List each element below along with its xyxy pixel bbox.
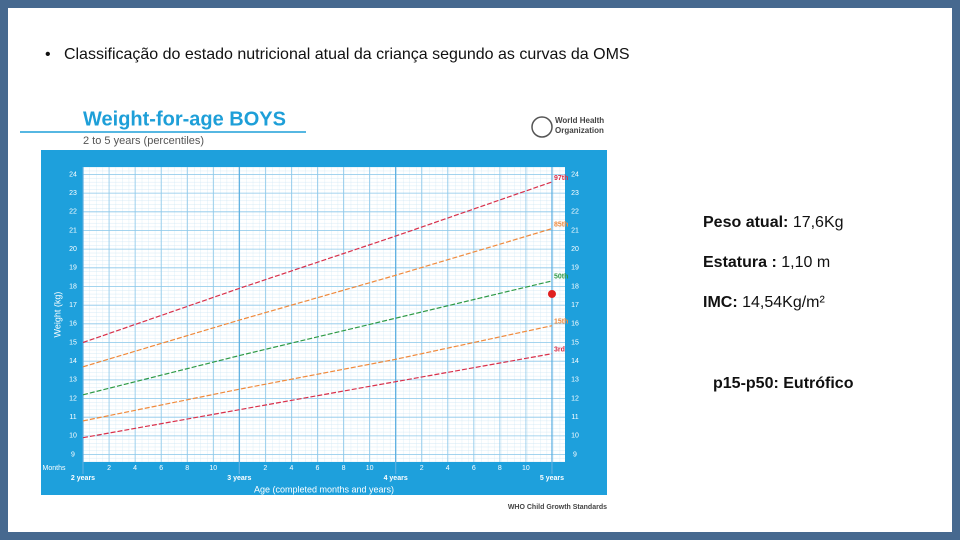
year-label: 5 years	[540, 475, 564, 482]
minor-grid	[83, 167, 565, 462]
chart-subtitle: 2 to 5 years (percentiles)	[83, 135, 204, 147]
classification: p15-p50: Eutrófico	[713, 375, 854, 392]
y-tick-label: 10	[571, 433, 579, 440]
y-tick-label: 23	[69, 190, 77, 197]
y-tick-label: 18	[69, 283, 77, 290]
y-tick-label: 24	[69, 171, 77, 178]
chart: Weight-for-age BOYS 2 to 5 years (percent…	[20, 108, 607, 511]
percentile-label: 97th	[554, 175, 568, 182]
info-2: IMC: 14,54Kg/m²	[703, 294, 825, 312]
logo-text: World Health	[555, 116, 604, 125]
year-label: 4 years	[384, 475, 408, 482]
x-tick-label: 2	[263, 465, 267, 472]
x-tick-label: 4	[133, 465, 137, 472]
x-tick-label: 10	[522, 465, 530, 472]
x-axis-label: Age (completed months and years)	[254, 484, 394, 494]
info-label: Peso atual:	[703, 214, 789, 231]
y-tick-label: 17	[571, 302, 579, 309]
y-tick-label: 15	[69, 339, 77, 346]
months-label: Months	[43, 465, 66, 472]
percentile-label: 85th	[554, 221, 568, 228]
y-tick-label: 12	[69, 395, 77, 402]
y-tick-label: 22	[69, 209, 77, 216]
x-tick-label: 2	[107, 465, 111, 472]
percentile-curve	[82, 280, 553, 396]
y-tick-label: 9	[71, 451, 75, 458]
x-tick-label: 8	[342, 465, 346, 472]
y-tick-label: 13	[571, 377, 579, 384]
info-value: 14,54Kg/m²	[742, 294, 825, 311]
y-tick-label: 13	[69, 377, 77, 384]
x-tick-label: 8	[498, 465, 502, 472]
y-tick-label: 16	[69, 321, 77, 328]
y-tick-label: 20	[571, 246, 579, 253]
info-value: 1,10 m	[781, 254, 831, 271]
year-label: 3 years	[227, 475, 251, 482]
bullet-text: Classificação do estado nutricional atua…	[63, 46, 630, 63]
percentile-label: 50th	[554, 274, 568, 281]
y-tick-label: 14	[69, 358, 77, 365]
x-tick-label: 4	[446, 465, 450, 472]
y-tick-label: 14	[571, 358, 579, 365]
info-label: IMC:	[703, 294, 738, 311]
y-tick-label: 11	[571, 414, 578, 421]
y-tick-label: 11	[69, 414, 76, 421]
info-0: Peso atual: 17,6Kg	[703, 214, 844, 232]
y-axis-label: Weight (kg)	[52, 292, 62, 338]
y-tick-label: 20	[69, 246, 77, 253]
y-tick-label: 19	[69, 265, 77, 272]
y-tick-label: 17	[69, 302, 77, 309]
source: WHO Child Growth Standards	[508, 504, 607, 511]
logo-icon	[531, 116, 553, 138]
patient-point	[547, 289, 556, 298]
y-tick-label: 18	[571, 283, 579, 290]
y-tick-label: 9	[573, 451, 577, 458]
percentile-curve	[82, 181, 553, 344]
info-label: Estatura :	[703, 254, 777, 271]
y-tick-label: 21	[69, 227, 77, 234]
y-tick-label: 16	[571, 321, 579, 328]
percentile-label: 3rd	[554, 347, 565, 354]
x-tick-label: 8	[185, 465, 189, 472]
x-tick-label: 10	[366, 465, 374, 472]
year-label: 2 years	[71, 475, 95, 482]
y-tick-label: 24	[571, 171, 579, 178]
y-tick-label: 22	[571, 209, 579, 216]
y-tick-label: 10	[69, 433, 77, 440]
y-tick-label: 15	[571, 339, 579, 346]
x-tick-label: 6	[316, 465, 320, 472]
x-tick-label: 6	[159, 465, 163, 472]
x-tick-label: 10	[209, 465, 217, 472]
y-tick-label: 23	[571, 190, 579, 197]
percentile-curve	[82, 325, 553, 422]
percentile-curve	[82, 353, 553, 439]
x-tick-label: 6	[472, 465, 476, 472]
y-tick-label: 21	[571, 227, 579, 234]
percentile-curve	[82, 228, 553, 368]
logo-text: Organization	[555, 126, 604, 135]
info-value: 17,6Kg	[792, 214, 844, 231]
percentile-label: 15th	[554, 319, 568, 326]
y-tick-label: 12	[571, 395, 579, 402]
x-tick-label: 4	[289, 465, 293, 472]
info-1: Estatura : 1,10 m	[703, 254, 830, 272]
chart-title: Weight-for-age BOYS	[83, 108, 286, 130]
bullet: • Classificação do estado nutricional at…	[45, 46, 630, 63]
y-tick-label: 19	[571, 265, 579, 272]
x-tick-label: 2	[420, 465, 424, 472]
